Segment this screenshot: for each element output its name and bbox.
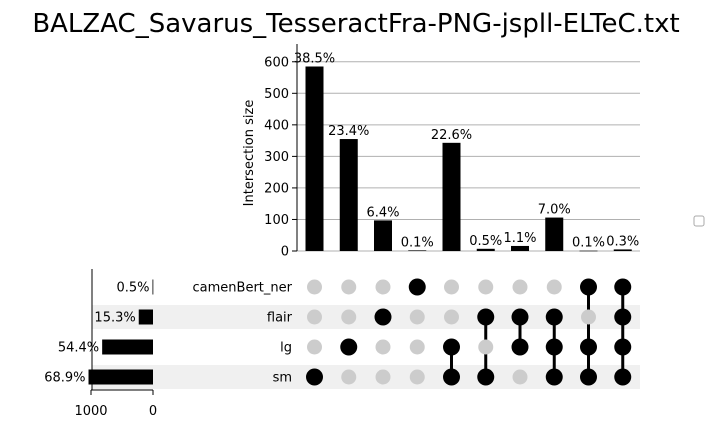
set-size-label: 68.9% [44,371,85,386]
intersection-bar-label: 0.3% [606,234,639,249]
set-size-bar [102,339,153,355]
intersection-bar-label: 0.5% [469,234,502,249]
matrix-dot-inactive [341,279,357,295]
matrix-dot-inactive [375,279,391,295]
set-size-bar [152,279,154,295]
y-tick-label: 400 [264,118,289,133]
y-tick-label: 100 [264,213,289,228]
matrix-dot-active [614,368,632,386]
matrix-dot-inactive [341,309,357,325]
intersection-bar-label: 0.1% [572,236,605,251]
matrix-dot-active [614,338,632,356]
set-size-label: 15.3% [94,311,135,326]
matrix-dot-active [408,278,426,296]
intersection-bar [305,66,324,251]
set-size-tick-label: 1000 [74,404,107,419]
matrix-dot-inactive [307,309,322,325]
intersection-bar-label: 38.5% [294,52,335,67]
y-tick-label: 200 [264,181,289,196]
intersection-bar [476,248,495,251]
y-tick-label: 0 [281,245,289,260]
matrix-dot-active [545,368,563,386]
matrix-dot-inactive [375,369,391,385]
matrix-dot-active [580,368,597,386]
set-size-tick-label: 0 [149,404,157,419]
intersection-bar-label: 1.1% [503,231,536,246]
intersection-bar [408,250,427,251]
intersection-bar [442,142,461,251]
matrix-dot-active [545,338,563,356]
matrix-dot-inactive [512,279,528,295]
set-size-bar [88,369,153,385]
matrix-dot-inactive [581,309,596,325]
matrix-dot-inactive [478,279,494,295]
matrix-dot-active [545,308,563,326]
matrix-dot-active [477,368,495,386]
intersection-bar-label: 22.6% [431,128,472,143]
set-size-label: 0.5% [116,281,149,296]
legend-box [693,215,705,227]
matrix-dot-inactive [512,369,528,385]
intersection-bar-label: 23.4% [328,124,369,139]
set-label: sm [273,371,292,386]
y-tick-label: 500 [264,87,289,102]
set-size-bar [138,309,153,325]
intersection-bar-label: 7.0% [538,203,571,218]
matrix-dot-inactive [546,279,562,295]
matrix-dot-inactive [444,309,459,325]
intersection-bar [613,249,632,251]
matrix-dot-active [306,368,323,386]
matrix-dot-inactive [341,369,357,385]
matrix-dot-inactive [307,339,322,355]
matrix-dot-inactive [409,309,425,325]
matrix-dot-inactive [478,339,494,355]
intersection-bar [511,245,529,251]
matrix-dot-inactive [375,339,391,355]
matrix-dot-inactive [307,279,322,295]
matrix-dot-inactive [409,369,425,385]
matrix-dot-active [511,338,529,356]
set-label: lg [280,341,292,356]
intersection-bar [545,217,564,251]
matrix-dot-active [477,308,495,326]
y-tick-label: 300 [264,150,289,165]
intersection-bar-label: 6.4% [366,205,399,220]
matrix-dot-inactive [409,339,425,355]
y-axis-label: Intersection size [242,100,257,207]
set-label: flair [267,311,293,326]
matrix-dot-active [443,338,460,356]
matrix-dot-active [614,308,632,326]
matrix-dot-active [580,278,597,296]
matrix-dot-active [443,368,460,386]
intersection-bar [339,139,358,251]
set-label: camenBert_ner [193,281,293,296]
intersection-bar [374,220,392,251]
intersection-bar [579,250,598,252]
matrix-dot-active [374,308,392,326]
matrix-dot-inactive [444,279,459,295]
matrix-dot-active [340,338,358,356]
set-size-label: 54.4% [58,341,99,356]
y-tick-label: 600 [264,55,289,70]
intersection-bar-label: 0.1% [401,235,434,250]
matrix-dot-active [580,338,597,356]
matrix-dot-active [614,278,632,296]
matrix-dot-active [511,308,529,326]
chart-title: BALZAC_Savarus_TesseractFra-PNG-jspll-EL… [32,9,679,39]
